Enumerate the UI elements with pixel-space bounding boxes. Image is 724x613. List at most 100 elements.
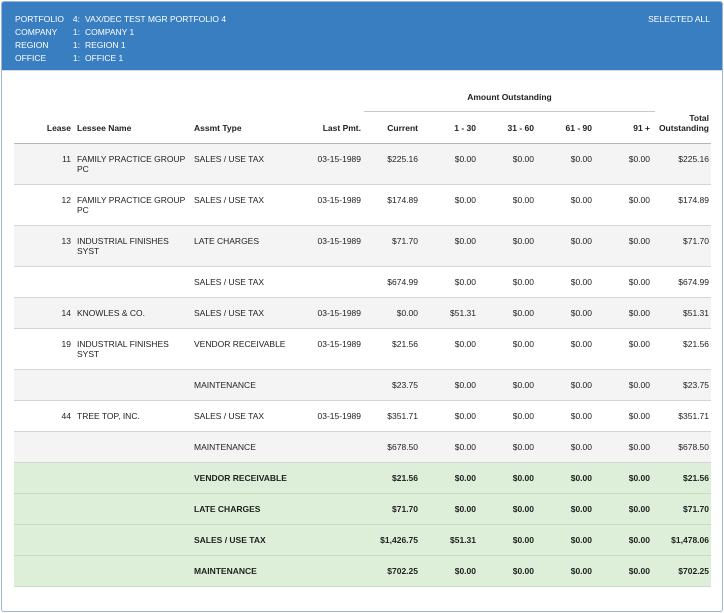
cell-91-plus: $0.00 [628,411,650,421]
cell-61-90: $0.00 [570,277,592,287]
filter-summary: PORTFOLIO 4: VAX/DEC TEST MGR PORTFOLIO 4 … [15,13,226,65]
cell-31-60: $0.00 [512,154,534,164]
filter-label: COMPANY [15,27,58,37]
filter-label: OFFICE [15,53,47,63]
column-header-61-90: 61 - 90 [565,123,592,133]
cell-lease: 11 [62,154,71,164]
filter-company: COMPANY 1: COMPANY 1 [15,26,226,39]
cell-91-plus: $0.00 [628,339,650,349]
cell-31-60: $0.00 [512,277,534,287]
table-row: 19 INDUSTRIAL FINISHES SYST VENDOR RECEI… [14,329,711,370]
summary-row: LATE CHARGES $71.70 $0.00 $0.00 $0.00 $0… [14,494,711,525]
cell-type: LATE CHARGES [194,236,260,246]
filter-number: 4: [72,14,80,24]
cell-61-90: $0.00 [570,195,592,205]
cell-61-90: $0.00 [570,236,592,246]
cell-total: $351.71 [678,411,709,421]
filter-office: OFFICE 1: OFFICE 1 [15,52,226,65]
summary-total: $21.56 [683,473,709,483]
cell-lessee: FAMILY PRACTICE GROUP PC [77,154,186,174]
cell-61-90: $0.00 [570,380,592,390]
filter-label: PORTFOLIO [15,14,64,24]
cell-61-90: $0.00 [570,442,592,452]
table-body: 11 FAMILY PRACTICE GROUP PC SALES / USE … [14,144,711,587]
cell-31-60: $0.00 [512,442,534,452]
summary-row: SALES / USE TAX $1,426.75 $51.31 $0.00 $… [14,525,711,556]
cell-31-60: $0.00 [512,339,534,349]
column-header-31-60: 31 - 60 [507,123,534,133]
cell-lease: 12 [61,195,71,205]
cell-1-30: $0.00 [454,195,476,205]
cell-type: SALES / USE TAX [194,308,265,318]
filter-portfolio: PORTFOLIO 4: VAX/DEC TEST MGR PORTFOLIO 4 [15,13,226,26]
summary-current: $21.56 [392,473,418,483]
cell-current: $225.16 [387,154,418,164]
summary-type: VENDOR RECEIVABLE [194,473,287,483]
cell-31-60: $0.00 [512,380,534,390]
cell-lease: 13 [61,236,71,246]
column-header-1-30: 1 - 30 [454,123,476,133]
filter-number: 1: [72,27,80,37]
cell-current: $678.50 [387,442,418,452]
cell-lease: 44 [61,411,71,421]
summary-type: MAINTENANCE [194,566,257,576]
cell-61-90: $0.00 [570,308,592,318]
cell-1-30: $0.00 [454,154,476,164]
summary-1-30: $0.00 [454,566,476,576]
column-header-total-line2: Outstanding [658,123,709,133]
summary-type: LATE CHARGES [194,504,261,514]
cell-91-plus: $0.00 [628,380,650,390]
summary-current: $71.70 [392,504,418,514]
summary-31-60: $0.00 [512,566,534,576]
table-header: Amount Outstanding Lease Lessee Name Ass… [14,82,711,144]
cell-current: $21.56 [392,339,418,349]
filter-value: COMPANY 1 [85,27,135,37]
column-header-total-line1: Total [689,113,709,123]
summary-91-plus: $0.00 [628,535,650,545]
summary-total: $71.70 [683,504,709,514]
cell-current: $71.70 [392,236,418,246]
cell-type: VENDOR RECEIVABLE [194,339,286,349]
filter-value: REGION 1 [85,40,126,50]
cell-total: $21.56 [683,339,709,349]
cell-91-plus: $0.00 [628,308,650,318]
column-header-type: Assmt Type [194,123,242,133]
column-header-current: Current [387,123,418,133]
cell-current: $174.89 [387,195,418,205]
summary-91-plus: $0.00 [628,566,650,576]
cell-current: $674.99 [387,277,418,287]
column-header-91-plus: 91 + [633,123,650,133]
summary-1-30: $0.00 [454,473,476,483]
filter-value: OFFICE 1 [85,53,124,63]
cell-61-90: $0.00 [570,411,592,421]
cell-61-90: $0.00 [570,154,592,164]
cell-1-30: $0.00 [454,442,476,452]
cell-total: $71.70 [683,236,709,246]
cell-type: MAINTENANCE [194,442,256,452]
cell-last-pmt: 03-15-1989 [317,339,361,349]
filter-value: VAX/DEC TEST MGR PORTFOLIO 4 [85,14,227,24]
cell-total: $678.50 [678,442,709,452]
table-row: MAINTENANCE $23.75 $0.00 $0.00 $0.00 $0.… [14,370,711,401]
column-header-total: Total Outstanding [650,113,709,133]
cell-lease: 19 [61,339,71,349]
cell-last-pmt: 03-15-1989 [317,308,361,318]
cell-91-plus: $0.00 [628,195,650,205]
summary-91-plus: $0.00 [628,504,650,514]
summary-61-90: $0.00 [570,535,592,545]
column-header-lease: Lease [46,123,71,133]
cell-total: $23.75 [683,380,709,390]
summary-31-60: $0.00 [512,473,534,483]
cell-1-30: $0.00 [454,411,476,421]
cell-91-plus: $0.00 [628,236,650,246]
filter-region: REGION 1: REGION 1 [15,39,226,52]
cell-31-60: $0.00 [512,308,534,318]
table-row: 12 FAMILY PRACTICE GROUP PC SALES / USE … [14,185,711,226]
cell-lessee: INDUSTRIAL FINISHES SYST [77,236,169,256]
summary-total: $1,478.06 [671,535,709,545]
filter-number: 1: [72,40,80,50]
cell-91-plus: $0.00 [628,154,650,164]
summary-row: MAINTENANCE $702.25 $0.00 $0.00 $0.00 $0… [14,556,711,587]
selection-status: SELECTED ALL [648,14,710,24]
report-header: PORTFOLIO 4: VAX/DEC TEST MGR PORTFOLIO 4 … [2,2,722,70]
